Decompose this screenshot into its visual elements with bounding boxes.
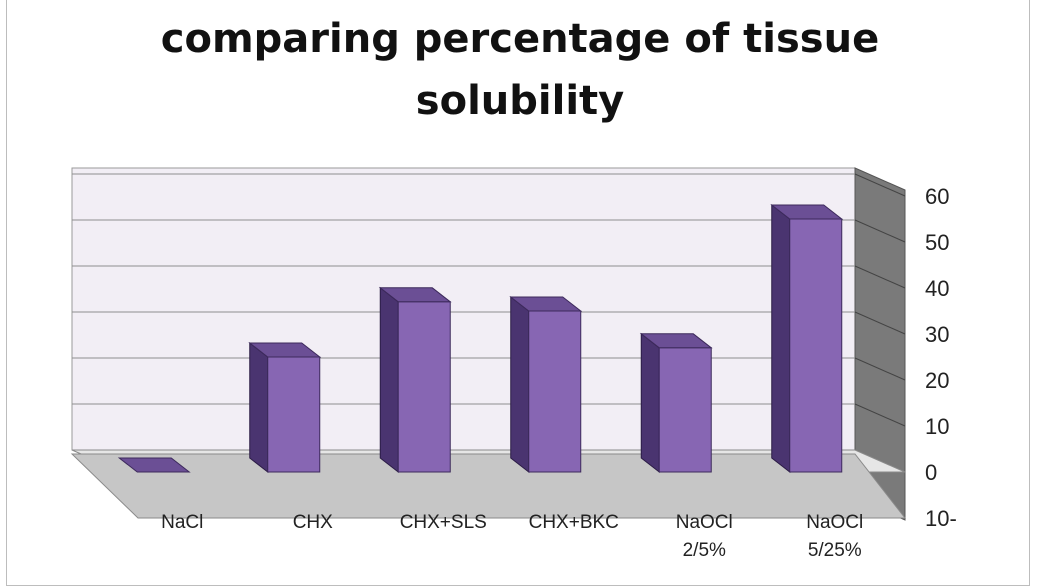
- x-tick-label-line: CHX: [293, 512, 333, 533]
- bar: [509, 295, 583, 474]
- bar-top: [639, 333, 713, 349]
- bar-side: [249, 341, 269, 474]
- bar-front: [528, 310, 582, 473]
- bar: [639, 332, 713, 474]
- bar-front: [397, 301, 451, 473]
- x-tick-label-line: 2/5%: [683, 540, 726, 561]
- grid-line-side: [854, 173, 906, 197]
- bar-series: [117, 203, 844, 474]
- x-tick-label: NaOCl 2/5%: [676, 512, 733, 561]
- y-tick-label: 10-: [925, 506, 957, 531]
- bar-top: [117, 457, 191, 473]
- bar: [770, 203, 844, 474]
- bar-side: [379, 286, 399, 474]
- x-tick-label-line: NaCl: [161, 512, 203, 533]
- y-tick-label: 10: [925, 414, 949, 439]
- y-axis: 60 50 40 30 20 10 0 10-: [925, 184, 957, 531]
- x-tick-label-line: 5/25%: [808, 540, 862, 561]
- x-tick-label-line: CHX+SLS: [400, 512, 487, 533]
- bar-top: [378, 287, 452, 303]
- bar-top: [248, 342, 322, 358]
- x-tick-label: CHX: [293, 512, 333, 533]
- bar-side: [640, 332, 660, 474]
- x-tick-label-line: NaOCl: [676, 512, 733, 533]
- grid-line-side: [854, 219, 906, 243]
- chart-title: comparing percentage of tissue solubilit…: [160, 16, 880, 124]
- bar: [378, 286, 452, 474]
- y-tick-label: 30: [925, 322, 949, 347]
- grid-lines: [72, 173, 906, 427]
- bar-top: [770, 204, 844, 220]
- y-tick-label: 20: [925, 368, 949, 393]
- x-axis: NaCl CHX CHX+SLS CHX+BKC NaOCl 2/5% NaOCl 5/25%: [161, 512, 863, 561]
- x-tick-label-line: NaOCl: [806, 512, 863, 533]
- bar-top: [509, 296, 583, 312]
- x-tick-label: CHX+BKC: [529, 512, 619, 533]
- x-tick-label: NaOCl 5/25%: [806, 512, 863, 561]
- bar-front: [789, 218, 843, 473]
- x-tick-label: CHX+SLS: [400, 512, 487, 533]
- x-tick-label-line: CHX+BKC: [529, 512, 619, 533]
- y-tick-label: 60: [925, 184, 949, 209]
- grid-line-side: [854, 403, 906, 427]
- y-tick-label: 40: [925, 276, 949, 301]
- bar: [117, 457, 191, 473]
- bar: [248, 341, 322, 474]
- grid-line-side: [854, 357, 906, 381]
- y-tick-label: 50: [925, 230, 949, 255]
- bar-front: [267, 356, 321, 473]
- bar-side: [771, 203, 791, 474]
- grid-line-side: [854, 311, 906, 335]
- back-wall: [71, 167, 856, 451]
- grid-line-side: [854, 265, 906, 289]
- bar-front: [658, 347, 712, 473]
- bar-side: [510, 295, 530, 474]
- side-wall: [854, 167, 906, 521]
- x-tick-label: NaCl: [161, 512, 203, 533]
- y-tick-label: 0: [925, 460, 937, 485]
